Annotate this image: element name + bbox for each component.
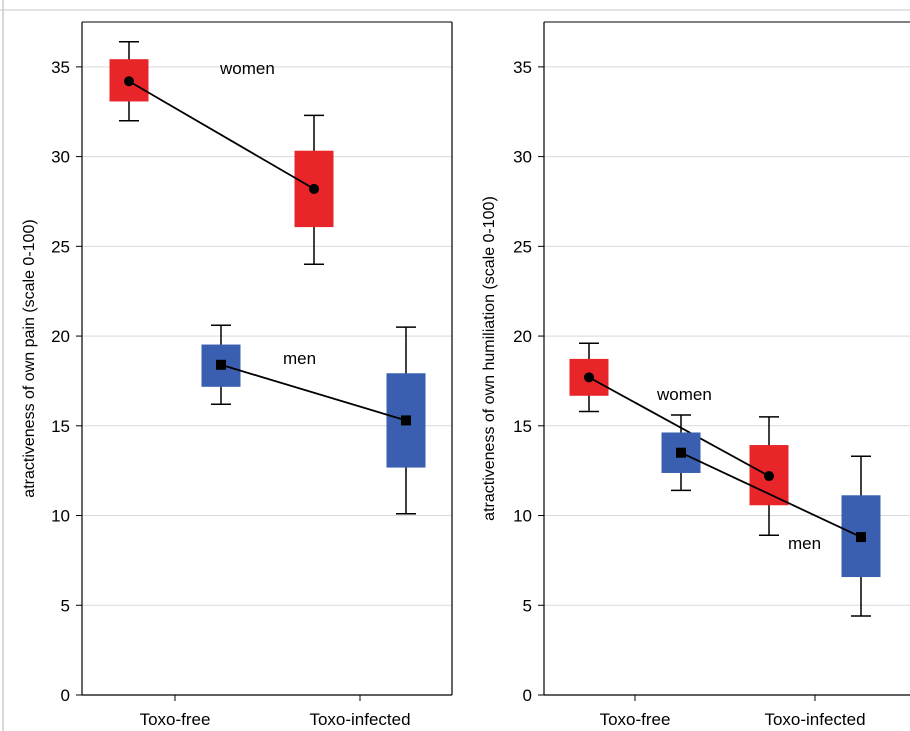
mean-line-women <box>588 376 770 477</box>
y-axis-title: atractiveness of own humiliation (scale … <box>481 196 498 521</box>
annotation-women-right: women <box>656 385 712 404</box>
mean-point-women <box>309 183 319 194</box>
x-tick-label: Toxo-free <box>600 710 671 729</box>
panel-pain: 0 5 10 15 20 25 30 35 Toxo-free Toxo-infected atra… <box>21 21 453 729</box>
y-tick-label: 10 <box>51 507 70 526</box>
mean-point-men <box>856 532 866 543</box>
y-tick-label: 0 <box>61 686 70 705</box>
y-tick-label: 35 <box>51 58 70 77</box>
annotation-men-right: men <box>788 534 821 553</box>
mean-line-men <box>220 363 407 422</box>
box-men <box>201 344 241 387</box>
mean-point-men <box>401 415 411 426</box>
y-tick-label: 15 <box>51 417 70 436</box>
mean-point-men <box>216 359 226 370</box>
mean-point-men <box>676 447 686 458</box>
mean-point-women <box>124 76 134 87</box>
mean-point-women <box>584 372 594 383</box>
annotation-men-left: men <box>283 349 316 368</box>
mean-line-women <box>128 80 315 190</box>
y-tick-label: 35 <box>513 58 532 77</box>
mean-point-women <box>764 471 774 482</box>
mean-line-men <box>680 451 862 538</box>
y-tick-label: 30 <box>513 148 532 167</box>
y-axis-title: atractiveness of own pain (scale 0-100) <box>21 219 38 497</box>
x-tick-label: Toxo-free <box>140 710 211 729</box>
y-tick-label: 15 <box>513 417 532 436</box>
y-tick-label: 25 <box>513 237 532 256</box>
x-tick-label: Toxo-infected <box>309 710 410 729</box>
annotation-women-left: women <box>219 59 275 78</box>
panel-humiliation: 0 5 10 15 20 25 30 35 Toxo-free Toxo-infected atra… <box>481 21 910 729</box>
y-tick-label: 20 <box>513 327 532 346</box>
y-tick-label: 5 <box>523 596 532 615</box>
y-tick-label: 30 <box>51 148 70 167</box>
y-tick-label: 10 <box>513 507 532 526</box>
x-tick-label: Toxo-infected <box>764 710 865 729</box>
y-tick-label: 0 <box>523 686 532 705</box>
y-tick-label: 5 <box>61 596 70 615</box>
y-tick-label: 25 <box>51 237 70 256</box>
y-tick-label: 20 <box>51 327 70 346</box>
